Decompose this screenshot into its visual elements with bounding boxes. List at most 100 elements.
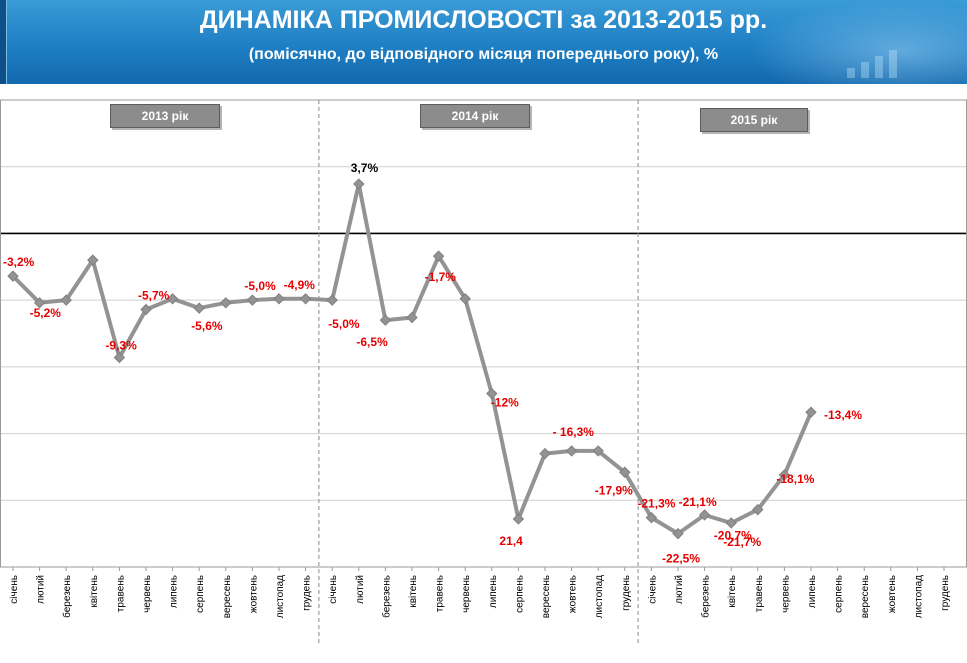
data-point-marker — [778, 469, 791, 481]
data-label: -13,4% — [824, 408, 862, 422]
x-tick-label: вересень — [222, 575, 233, 618]
x-tick-label: травень — [115, 575, 126, 612]
data-label: -21,7% — [723, 535, 761, 549]
x-tick-label: листопад — [275, 575, 286, 618]
data-label: -9,3% — [105, 339, 137, 353]
data-label: -17,9% — [595, 483, 633, 497]
data-label: -12% — [491, 396, 519, 410]
plot-frame — [0, 99, 967, 568]
data-label: -18,1% — [776, 472, 814, 486]
x-tick-label: травень — [754, 575, 765, 612]
x-tick-label: жовтень — [568, 575, 579, 613]
data-point-marker — [752, 503, 764, 516]
data-point-marker — [87, 254, 99, 266]
x-tick-label: серпень — [834, 575, 845, 613]
data-label: -20,7% — [714, 529, 752, 543]
x-tick-label: січень — [9, 575, 20, 604]
x-tick-label: червень — [780, 575, 791, 613]
x-tick-label: червень — [142, 575, 153, 613]
x-tick-label: листопад — [594, 575, 605, 618]
data-point-marker — [7, 270, 19, 282]
header-banner: ДИНАМІКА ПРОМИСЛОВОСТІ за 2013-2015 рр. … — [0, 0, 967, 84]
x-tick-label: травень — [435, 575, 446, 612]
data-point-marker — [539, 447, 551, 460]
data-point-marker — [166, 293, 179, 305]
data-point-marker — [193, 302, 205, 314]
x-tick-label: липень — [169, 575, 180, 608]
data-point-marker — [246, 294, 259, 306]
data-label: -5,0% — [328, 317, 360, 331]
x-tick-label: лютий — [355, 575, 366, 604]
data-label: -21,1% — [679, 495, 717, 509]
x-tick-label: лютий — [36, 575, 47, 604]
data-point-marker — [672, 527, 684, 540]
chart-subtitle: (помісячно, до відповідного місяця попер… — [248, 46, 719, 63]
data-point-marker — [645, 511, 658, 524]
data-point-marker — [353, 178, 365, 190]
x-tick-label: лютий — [674, 575, 685, 604]
data-point-marker — [60, 294, 72, 306]
data-label: -4,9% — [284, 278, 316, 292]
x-tick-label: грудень — [621, 575, 632, 611]
data-point-marker — [805, 406, 817, 418]
data-label: - 16,3% — [553, 425, 595, 439]
banner-decoration — [747, 0, 967, 84]
x-tick-label: квітень — [89, 575, 100, 608]
x-tick-label: грудень — [940, 575, 951, 611]
x-tick-label: липень — [488, 575, 499, 608]
x-tick-label: квітень — [727, 575, 738, 608]
year-label-2015: 2015 рік — [700, 108, 808, 132]
data-point-marker — [220, 297, 232, 309]
data-point-marker — [406, 311, 418, 324]
data-label: -5,0% — [244, 279, 276, 293]
data-point-marker — [592, 445, 604, 457]
data-label: -3,2% — [3, 255, 35, 269]
data-point-marker — [432, 250, 445, 262]
x-tick-label: вересень — [860, 575, 871, 618]
x-tick-label: вересень — [541, 575, 552, 618]
data-point-marker — [725, 517, 737, 529]
x-tick-label: січень — [328, 575, 339, 604]
data-label: 21,4 — [499, 534, 523, 548]
x-tick-label: жовтень — [248, 575, 259, 613]
x-tick-label: червень — [461, 575, 472, 613]
x-tick-label: березень — [700, 575, 712, 618]
data-label: -1,7% — [425, 270, 457, 284]
x-tick-label: серпень — [514, 575, 525, 613]
data-point-marker — [379, 314, 392, 326]
banner-bars-decoration — [847, 48, 927, 78]
data-label: -21,3% — [637, 497, 675, 511]
x-tick-label: грудень — [302, 575, 313, 611]
data-label: -5,7% — [138, 288, 170, 302]
x-tick-label: серпень — [195, 575, 206, 613]
data-point-marker — [273, 293, 285, 305]
data-label: -5,2% — [30, 306, 62, 320]
data-point-marker — [619, 466, 631, 478]
year-label-2014: 2014 рік — [420, 104, 530, 128]
series-line — [11, 182, 813, 536]
data-point-marker — [33, 297, 46, 309]
year-label-2013: 2013 рік — [110, 104, 220, 128]
data-label: -22,5% — [662, 552, 700, 566]
x-tick-label: березень — [380, 575, 392, 618]
data-point-marker — [565, 445, 578, 457]
data-point-marker — [486, 387, 498, 400]
data-point-marker — [140, 303, 152, 316]
data-point-marker — [326, 294, 338, 306]
data-point-marker — [459, 293, 471, 305]
x-tick-label: листопад — [913, 575, 924, 618]
chart-title: ДИНАМІКА ПРОМИСЛОВОСТІ за 2013-2015 рр. — [199, 6, 768, 34]
x-tick-label: січень — [647, 575, 658, 604]
data-point-marker — [113, 351, 126, 364]
x-tick-label: липень — [807, 575, 818, 608]
data-label: -6,5% — [356, 335, 388, 349]
data-point-marker — [698, 509, 711, 521]
x-tick-label: квітень — [408, 575, 419, 608]
x-tick-label: березень — [61, 575, 73, 618]
data-label: 3,7% — [351, 161, 379, 175]
data-label: -5,6% — [191, 319, 223, 333]
x-tick-label: жовтень — [887, 575, 898, 613]
banner-edge — [0, 0, 7, 84]
data-point-marker — [512, 513, 525, 525]
